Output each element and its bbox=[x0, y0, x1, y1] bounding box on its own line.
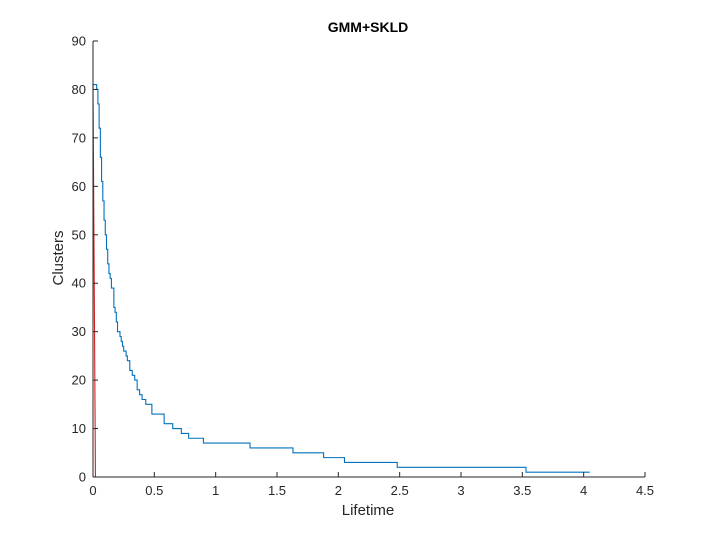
axes: 0 0.5 1 1.5 2 2.5 3 3.5 4 4.5 0 10 20 30 40 50 60 70 80 90 bbox=[72, 34, 655, 499]
x-tick-label: 3.5 bbox=[513, 483, 531, 498]
x-tick-label: 3 bbox=[457, 483, 464, 498]
y-tick-label: 40 bbox=[72, 276, 86, 291]
x-tick-label: 4 bbox=[580, 483, 587, 498]
chart-title: GMM+SKLD bbox=[328, 19, 409, 35]
y-tick-label: 30 bbox=[72, 324, 86, 339]
y-tick-label: 0 bbox=[79, 470, 86, 485]
y-tick-label: 90 bbox=[72, 34, 86, 49]
x-tick-label: 2.5 bbox=[391, 483, 409, 498]
x-tick-label: 1.5 bbox=[268, 483, 286, 498]
y-tick-label: 20 bbox=[72, 373, 86, 388]
y-tick-label: 50 bbox=[72, 227, 86, 242]
y-tick-label: 60 bbox=[72, 179, 86, 194]
y-tick-label: 70 bbox=[72, 130, 86, 145]
x-tick-label: 2 bbox=[335, 483, 342, 498]
series-line-1 bbox=[93, 84, 590, 473]
y-tick-label: 80 bbox=[72, 82, 86, 97]
x-axis-label: Lifetime bbox=[342, 502, 395, 519]
x-tick-label: 0.5 bbox=[145, 483, 163, 498]
x-tick-label: 4.5 bbox=[636, 483, 654, 498]
y-axis-label: Clusters bbox=[50, 230, 67, 285]
x-tick-label: 0 bbox=[89, 483, 96, 498]
x-tick-label: 1 bbox=[212, 483, 219, 498]
y-tick-label: 10 bbox=[72, 421, 86, 436]
